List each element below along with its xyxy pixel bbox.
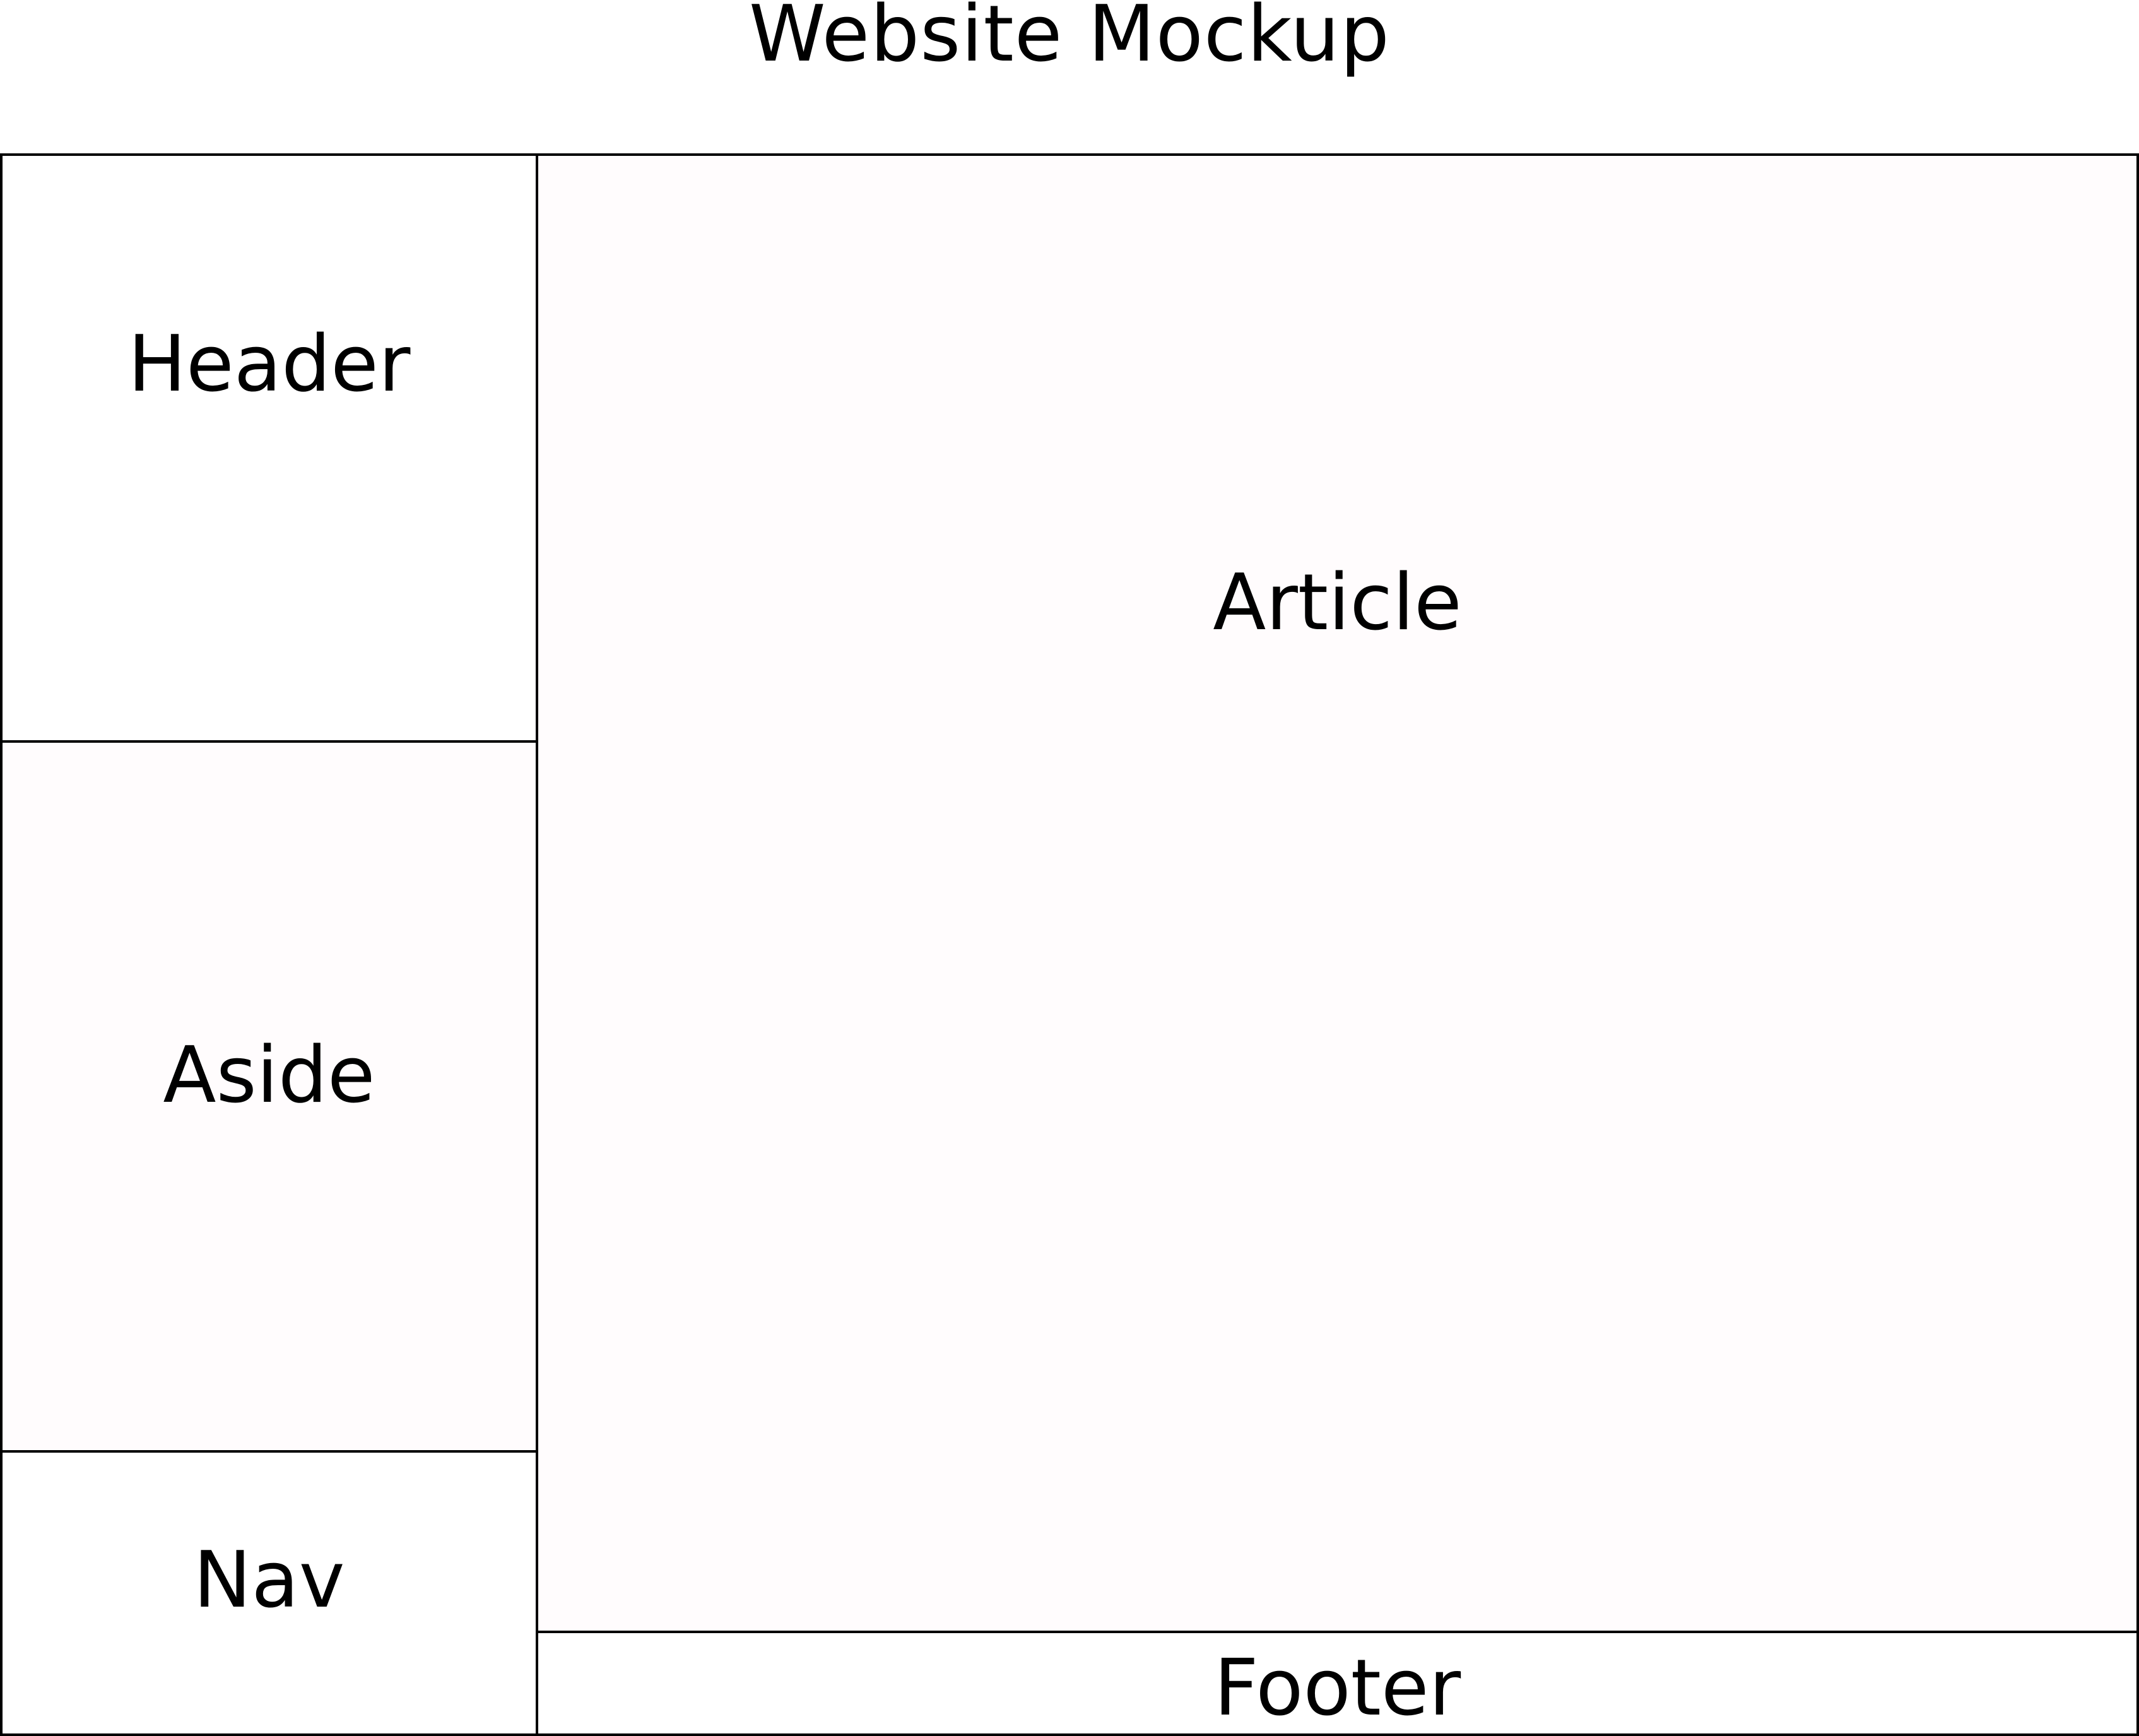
- article-label: Article: [1213, 558, 1462, 648]
- header-label: Header: [127, 319, 411, 410]
- footer-label: Footer: [1213, 1643, 1461, 1733]
- diagram-title: Website Mockup: [749, 0, 1390, 80]
- nav-region: Nav: [0, 1450, 538, 1736]
- aside-label: Aside: [163, 1030, 375, 1121]
- nav-label: Nav: [193, 1535, 345, 1626]
- article-region: Article: [536, 153, 2139, 1633]
- aside-region: Aside: [0, 740, 538, 1453]
- footer-region: Footer: [536, 1631, 2139, 1736]
- header-region: Header: [0, 153, 538, 743]
